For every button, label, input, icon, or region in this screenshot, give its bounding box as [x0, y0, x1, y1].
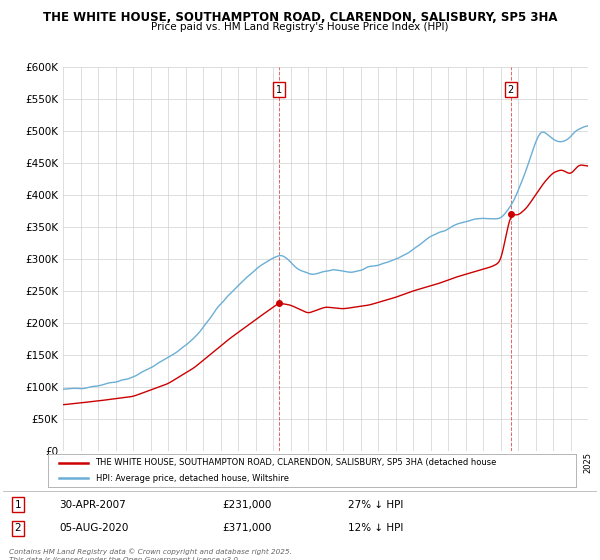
- Text: 05-AUG-2020: 05-AUG-2020: [59, 523, 129, 533]
- Text: £231,000: £231,000: [223, 500, 272, 510]
- Text: 2: 2: [14, 523, 21, 533]
- Text: 12% ↓ HPI: 12% ↓ HPI: [347, 523, 403, 533]
- Text: HPI: Average price, detached house, Wiltshire: HPI: Average price, detached house, Wilt…: [95, 474, 289, 483]
- Text: Contains HM Land Registry data © Crown copyright and database right 2025.
This d: Contains HM Land Registry data © Crown c…: [9, 549, 292, 560]
- Text: £371,000: £371,000: [223, 523, 272, 533]
- Text: THE WHITE HOUSE, SOUTHAMPTON ROAD, CLARENDON, SALISBURY, SP5 3HA: THE WHITE HOUSE, SOUTHAMPTON ROAD, CLARE…: [43, 11, 557, 24]
- Text: THE WHITE HOUSE, SOUTHAMPTON ROAD, CLARENDON, SALISBURY, SP5 3HA (detached house: THE WHITE HOUSE, SOUTHAMPTON ROAD, CLARE…: [95, 458, 497, 467]
- Text: 2: 2: [508, 85, 514, 95]
- Text: 1: 1: [14, 500, 21, 510]
- Text: 30-APR-2007: 30-APR-2007: [59, 500, 126, 510]
- Text: 1: 1: [276, 85, 282, 95]
- Text: 27% ↓ HPI: 27% ↓ HPI: [347, 500, 403, 510]
- Text: Price paid vs. HM Land Registry's House Price Index (HPI): Price paid vs. HM Land Registry's House …: [151, 22, 449, 32]
